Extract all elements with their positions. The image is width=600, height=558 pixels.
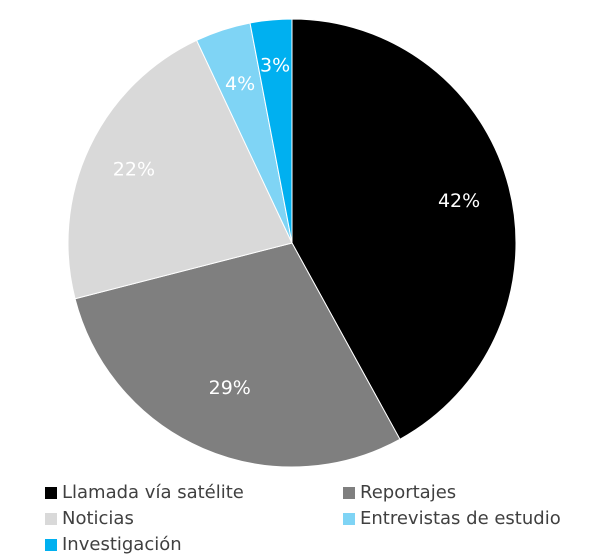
slice-investigacion: [249, 18, 293, 244]
legend-label: Noticias: [62, 508, 134, 529]
legend-swatch: [45, 486, 57, 499]
legend-label: Reportajes: [360, 482, 457, 503]
data-label: 29%: [209, 377, 251, 399]
data-label: 22%: [113, 159, 155, 181]
slice-noticias: [67, 39, 293, 300]
legend-item-noticias: Noticias: [45, 508, 134, 529]
data-label: 42%: [438, 190, 480, 212]
data-label: 3%: [260, 55, 290, 77]
chart-legend: Llamada vía satélite Reportajes Noticias…: [0, 478, 600, 558]
legend-item-investigacion: Investigación: [45, 534, 182, 555]
legend-swatch: [343, 486, 355, 499]
legend-label: Llamada vía satélite: [62, 482, 244, 503]
slice-llamada: [291, 18, 517, 440]
data-label: 4%: [225, 73, 255, 95]
slice-reportajes: [74, 242, 401, 468]
legend-item-llamada: Llamada vía satélite: [45, 482, 244, 503]
legend-swatch: [45, 538, 57, 551]
legend-item-reportajes: Reportajes: [343, 482, 456, 503]
legend-swatch: [343, 512, 355, 525]
legend-label: Entrevistas de estudio: [360, 508, 561, 529]
legend-swatch: [45, 512, 57, 525]
legend-label: Investigación: [62, 534, 182, 555]
legend-item-entrevistas: Entrevistas de estudio: [343, 508, 561, 529]
pie-chart: 42% 29% 22% 4%3%: [67, 18, 517, 468]
